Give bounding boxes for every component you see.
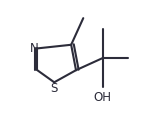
Text: OH: OH (94, 91, 112, 104)
Text: N: N (30, 42, 39, 55)
Text: S: S (50, 82, 58, 95)
